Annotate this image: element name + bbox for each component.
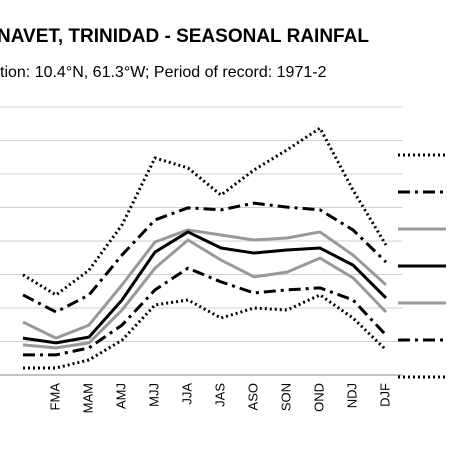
series-line — [22, 230, 388, 345]
x-tick-label: NDJ — [344, 383, 359, 408]
x-tick-label: DJF — [377, 383, 392, 407]
x-tick-label: ASO — [245, 383, 260, 410]
chart-subtitle: tion: 10.4°N, 61.3°W; Period of record: … — [0, 64, 327, 81]
series-line — [22, 126, 388, 297]
chart-title: NAVET, TRINIDAD - SEASONAL RAINFAL — [0, 26, 369, 47]
series-line — [22, 201, 388, 314]
x-tick-label: MJJ — [146, 383, 161, 407]
x-tick-label: JJA — [179, 383, 194, 405]
series-line — [22, 228, 388, 340]
series-line — [23, 266, 388, 357]
series-line — [22, 238, 388, 350]
x-tick-label: MAM — [80, 383, 95, 413]
x-tick-label: FMA — [47, 383, 62, 411]
x-tick-label: SON — [278, 383, 293, 411]
x-tick-label: JAS — [212, 383, 227, 407]
x-tick-label: AMJ — [113, 383, 128, 409]
x-tick-label: OND — [311, 383, 326, 412]
series-line — [23, 293, 388, 370]
